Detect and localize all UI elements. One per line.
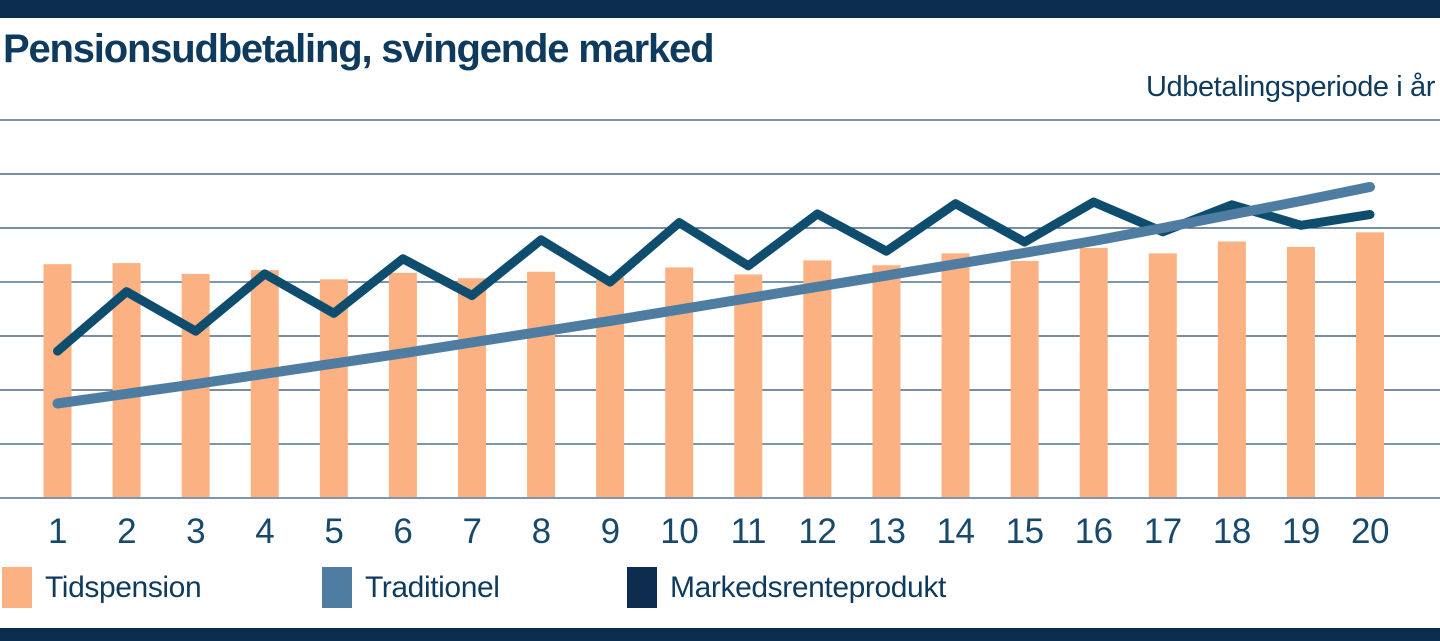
x-tick-label-2: 2 <box>117 512 136 551</box>
legend-label-tidspension: Tidspension <box>45 570 202 604</box>
payout-period-axis-title: Udbetalingsperiode i år <box>1145 71 1435 103</box>
bar-year-12 <box>803 260 832 498</box>
x-tick-label-20: 20 <box>1351 512 1389 551</box>
bar-year-6 <box>388 272 417 498</box>
x-tick-label-16: 16 <box>1075 512 1113 551</box>
bar-year-8 <box>527 271 556 498</box>
x-tick-label-8: 8 <box>532 512 551 551</box>
x-tick-label-9: 9 <box>601 512 620 551</box>
bar-year-19 <box>1286 246 1315 498</box>
legend-label-traditionel: Traditionel <box>365 570 500 604</box>
page-title: Pensionsudbetaling, svingende marked <box>3 27 715 71</box>
x-tick-label-10: 10 <box>660 512 698 551</box>
tidspension-swatch-icon <box>2 567 32 608</box>
bar-year-4 <box>250 270 279 498</box>
bar-year-13 <box>872 265 901 498</box>
legend-item-traditionel: Traditionel <box>322 567 500 608</box>
traditionel-swatch-icon <box>322 567 352 608</box>
traditionel-line <box>52 181 1376 409</box>
x-tick-label-3: 3 <box>186 512 205 551</box>
x-tick-label-17: 17 <box>1144 512 1182 551</box>
bar-year-7 <box>457 278 486 498</box>
bar-year-17 <box>1148 253 1177 498</box>
bar-year-20 <box>1356 232 1385 498</box>
bar-year-15 <box>1010 260 1039 498</box>
x-tick-label-6: 6 <box>393 512 412 551</box>
markedsrenteprodukt-swatch-icon <box>627 567 657 608</box>
legend: Tidspension Traditionel Markedsrenteprod… <box>0 567 1440 608</box>
bar-year-1 <box>43 264 72 498</box>
bar-year-14 <box>941 253 970 498</box>
bar-year-9 <box>596 277 625 498</box>
bar-year-11 <box>734 274 763 498</box>
x-tick-label-14: 14 <box>937 512 975 551</box>
bar-year-10 <box>665 267 694 498</box>
legend-item-tidspension: Tidspension <box>2 567 202 608</box>
x-tick-label-5: 5 <box>324 512 343 551</box>
x-tick-label-18: 18 <box>1213 512 1251 551</box>
x-tick-label-15: 15 <box>1006 512 1044 551</box>
x-tick-label-1: 1 <box>48 512 67 551</box>
x-tick-label-7: 7 <box>462 512 481 551</box>
bottom-border-bar <box>0 628 1440 641</box>
x-tick-label-13: 13 <box>867 512 905 551</box>
legend-item-markedsrenteprodukt: Markedsrenteprodukt <box>627 567 946 608</box>
x-tick-label-11: 11 <box>731 512 766 551</box>
x-tick-label-19: 19 <box>1282 512 1320 551</box>
bar-year-18 <box>1217 241 1246 498</box>
bar-year-16 <box>1079 247 1108 498</box>
x-tick-label-4: 4 <box>255 512 274 551</box>
legend-label-markedsrenteprodukt: Markedsrenteprodukt <box>670 570 946 604</box>
top-border-bar <box>0 0 1440 18</box>
x-tick-label-12: 12 <box>798 512 836 551</box>
